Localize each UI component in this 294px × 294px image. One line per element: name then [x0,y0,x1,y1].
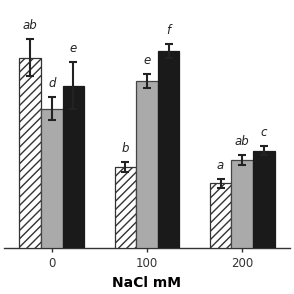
Text: ab: ab [23,19,38,32]
Text: e: e [143,54,151,67]
Bar [41,109,63,248]
Bar [210,183,231,248]
Bar [63,86,84,248]
Text: c: c [260,126,267,139]
Text: d: d [48,77,56,90]
Bar [231,160,253,248]
Bar [115,167,136,248]
Text: ab: ab [235,135,250,148]
Text: f: f [167,24,171,37]
X-axis label: NaCl mM: NaCl mM [113,276,181,290]
Bar [158,51,179,248]
Bar [19,58,41,248]
Bar [136,81,158,248]
Text: b: b [122,142,129,155]
Text: a: a [217,158,224,171]
Text: e: e [70,42,77,55]
Bar [253,151,275,248]
